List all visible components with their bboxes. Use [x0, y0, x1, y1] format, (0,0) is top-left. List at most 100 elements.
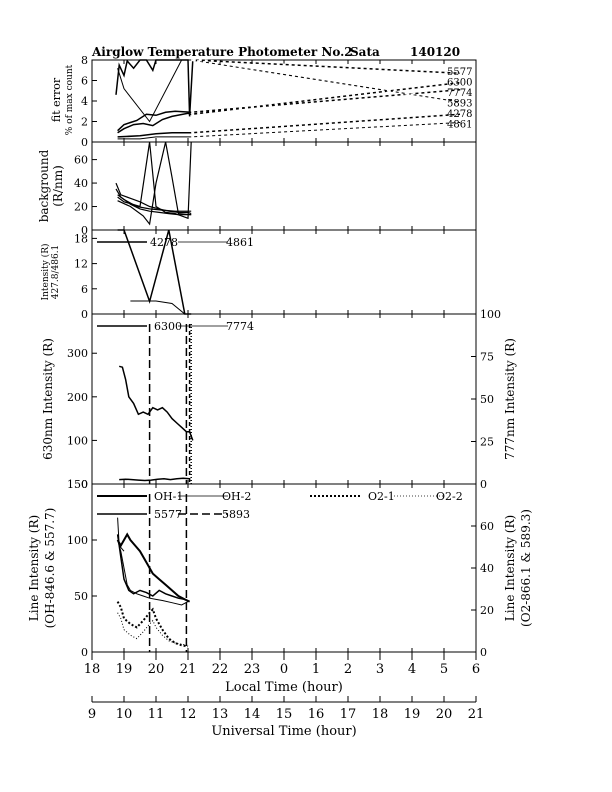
- series-line-5577: [115, 59, 461, 117]
- oh-ylabel-left-2: (OH-846.6 & 557.7): [43, 508, 57, 629]
- ut-tick-label: 10: [116, 707, 133, 722]
- series-line-7774: [117, 88, 461, 132]
- o2-ylabel-right-1: Line Intensity (R): [503, 515, 517, 621]
- y-tick-label-right: 20: [480, 604, 494, 617]
- axis-ticks: 18 19 20 21 22 23 0 1 2 3 4 5 69 10 11 12 13 14 15 16 17 18 19…: [67, 54, 501, 722]
- fit-error-label-7774: 7774: [447, 88, 472, 99]
- series-line-OH-1: [116, 532, 191, 603]
- o2-ylabel-right-2: (O2-866.1 & 589.3): [519, 509, 533, 627]
- legend-5893: 5893: [222, 508, 250, 521]
- label-4861: 4861: [226, 236, 254, 249]
- ut-tick-label: 17: [340, 707, 357, 722]
- series-line-bg1: [115, 182, 192, 215]
- legend-o2-2: O2-2: [436, 490, 463, 503]
- fit-tail-gap: [192, 59, 461, 75]
- lt-tick-label: 5: [440, 662, 448, 677]
- fit-error-ylabel-1: fit error: [50, 77, 63, 122]
- ut-tick-label: 18: [372, 707, 389, 722]
- y-tick-label-right: 40: [480, 562, 494, 575]
- y-tick-label-right: 0: [480, 646, 487, 659]
- y-tick-label: 50: [74, 590, 88, 603]
- ut-tick-label: 20: [436, 707, 453, 722]
- series-line-6300: [117, 81, 461, 134]
- y-tick-label: 12: [74, 258, 88, 271]
- blue-ylabel-2: 427.8/486.1: [51, 245, 61, 300]
- label-6300: 6300: [154, 320, 182, 333]
- red-ylabel-right: 777nm Intensity (R): [503, 338, 517, 460]
- lt-tick-label: 23: [244, 662, 261, 677]
- y-tick-label-right: 75: [480, 351, 494, 364]
- y-tick-label: 2: [81, 116, 88, 129]
- y-tick-label-right: 60: [480, 520, 494, 533]
- fit-error-ylabel-2: % of max count: [65, 64, 75, 135]
- y-tick-label-right: 0: [480, 478, 487, 491]
- series-line-5893: [117, 59, 461, 123]
- lt-tick-label: 20: [148, 662, 165, 677]
- y-tick-label: 300: [67, 347, 88, 360]
- y-tick-label: 0: [81, 646, 88, 659]
- series-line-5893: [117, 517, 125, 552]
- lt-tick-label: 4: [408, 662, 416, 677]
- y-tick-label: 0: [81, 136, 88, 149]
- y-tick-label: 200: [67, 391, 88, 404]
- y-tick-label: 60: [74, 154, 88, 167]
- y-tick-label: 6: [81, 283, 88, 296]
- ut-tick-label: 11: [148, 707, 165, 722]
- y-tick-label: 100: [67, 534, 88, 547]
- lt-tick-label: 2: [344, 662, 352, 677]
- background-ylabel-1: background: [37, 149, 51, 222]
- series-line-7774: [119, 477, 190, 482]
- ut-tick-label: 12: [180, 707, 197, 722]
- ut-tick-label: 9: [88, 707, 96, 722]
- series-line-bg3: [117, 194, 192, 212]
- y-tick-label: 4: [81, 95, 88, 108]
- ut-tick-label: 19: [404, 707, 421, 722]
- ut-tick-label: 13: [212, 707, 229, 722]
- chart-title: Airglow Temperature Photometer No.2: [91, 45, 353, 59]
- series-line-O2-2: [117, 612, 189, 646]
- fit-error-label-5893: 5893: [447, 99, 472, 110]
- lt-tick-label: 18: [84, 662, 101, 677]
- y-tick-label-right: 50: [480, 393, 494, 406]
- series-line-4861: [130, 300, 192, 315]
- ut-tick-label: 14: [244, 707, 261, 722]
- local-time-title: Local Time (hour): [225, 680, 343, 695]
- label-7774: 7774: [226, 320, 254, 333]
- red-ylabel-left: 630nm Intensity (R): [41, 338, 55, 460]
- y-tick-label-right: 100: [480, 308, 501, 321]
- y-tick-label: 0: [81, 224, 88, 237]
- y-tick-label: 0: [81, 478, 88, 491]
- fit-error-label-4278: 4278: [447, 109, 472, 120]
- label-4278: 4278: [150, 236, 178, 249]
- lt-tick-label: 0: [280, 662, 288, 677]
- lt-tick-label: 3: [376, 662, 384, 677]
- site-label: Sata: [350, 45, 380, 59]
- fit-tail-gap: [191, 113, 461, 134]
- fit-error-label-6300: 6300: [447, 78, 472, 89]
- y-tick-label: 20: [74, 201, 88, 214]
- y-tick-label: 6: [81, 75, 88, 88]
- series-line-OH-2: [117, 539, 189, 606]
- background-ylabel-2: (R/nm): [51, 165, 65, 207]
- series-line-O2-1: [116, 601, 189, 648]
- yaxis-titles: fit error % of max count background (R/n…: [27, 64, 533, 628]
- fit-error-label-4861: 4861: [447, 120, 472, 131]
- series-line-bg4: [117, 141, 192, 226]
- y-tick-label: 0: [81, 308, 88, 321]
- y-tick-label: 8: [81, 54, 88, 67]
- y-tick-label: 40: [74, 177, 88, 190]
- y-tick-label: 100: [67, 434, 88, 447]
- date-label: 140120: [410, 45, 460, 59]
- series-line-bg5: [117, 141, 192, 220]
- ut-tick-label: 21: [468, 707, 485, 722]
- fit-error-label-5577: 5577: [447, 67, 472, 78]
- ut-tick-label: 16: [308, 707, 325, 722]
- lt-tick-label: 22: [212, 662, 229, 677]
- y-tick-label: 150: [67, 478, 88, 491]
- series-line-5577: [116, 534, 190, 603]
- fit-tail-gap: [191, 121, 461, 138]
- data-series: [115, 59, 461, 652]
- universal-time-title: Universal Time (hour): [211, 724, 356, 739]
